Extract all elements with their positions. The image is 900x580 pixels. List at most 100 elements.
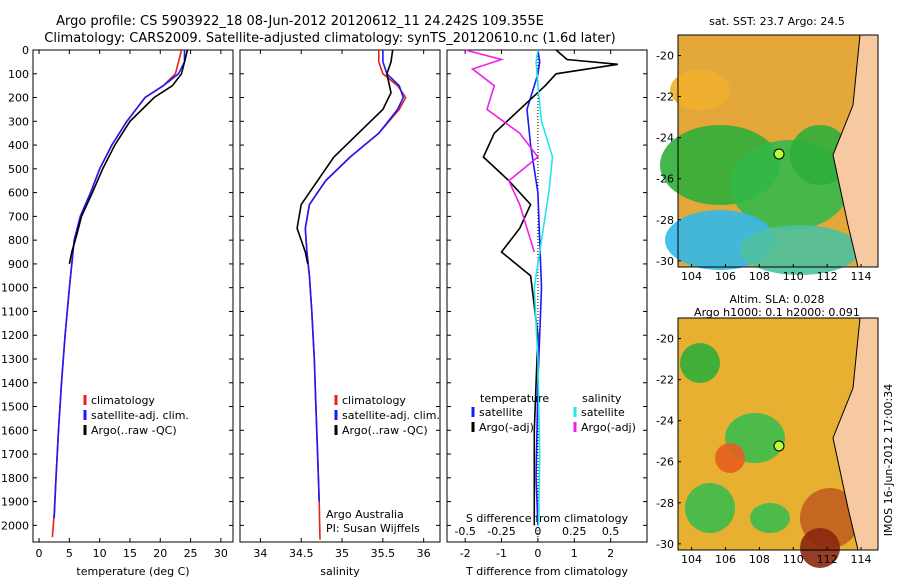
sst-ytick-label: -22 — [656, 91, 674, 104]
sla-map: Altim. SLA: 0.028 Argo h1000: 0.1 h2000:… — [656, 293, 879, 568]
depth-tick-label: 1400 — [1, 377, 29, 390]
sla-ytick-label: -24 — [656, 415, 674, 428]
sla-frame — [677, 317, 879, 551]
sla-xtick-label: 110 — [783, 553, 804, 566]
sst-map-title: sat. SST: 23.7 Argo: 24.5 — [709, 15, 845, 28]
imos-timestamp: IMOS 16-Jun-2012 17:00:34 — [882, 384, 895, 537]
sst-xtick-label: 112 — [817, 270, 838, 283]
depth-tick-label: 900 — [8, 258, 29, 271]
figure-title-line1: Argo profile: CS 5903922_18 08-Jun-2012 … — [56, 14, 544, 29]
sla-field-patch — [750, 503, 790, 533]
sst-field-patch — [670, 70, 730, 110]
sst-ytick-label: -26 — [656, 173, 674, 186]
diff-xtick-label: 1 — [571, 547, 578, 560]
salinity-diff-tick-label: 0 — [534, 525, 541, 538]
depth-tick-label: 1300 — [1, 353, 29, 366]
diff-series-2-line — [533, 49, 554, 526]
diff-legend-label: satellite — [479, 406, 523, 419]
depth-tick-label: 1000 — [1, 282, 29, 295]
diff-series-0-line — [526, 49, 543, 526]
depth-tick-label: 400 — [8, 139, 29, 152]
sal-series-2-line — [296, 49, 394, 265]
depth-tick-label: 200 — [8, 92, 29, 105]
sst-xtick-label: 114 — [851, 270, 872, 283]
depth-tick-label: 1700 — [1, 448, 29, 461]
sst-argo-marker — [773, 148, 785, 160]
sla-map-title: Altim. SLA: 0.028 — [729, 293, 824, 306]
temp-xtick-label: 25 — [184, 547, 198, 560]
sst-frame — [677, 34, 879, 268]
depth-tick-label: 600 — [8, 187, 29, 200]
difference-panel: -2 -1 0 1 2 T difference from climatology -0.5… — [446, 49, 648, 578]
diff-series-3-line — [464, 49, 540, 253]
sla-xtick-label: 114 — [851, 553, 872, 566]
temperature-panel: 0 5 10 15 20 25 30 temperature (deg C) 0 100 200 30… — [1, 44, 234, 578]
temp-xtick-label: 10 — [93, 547, 107, 560]
temp-xtick-label: 30 — [214, 547, 228, 560]
sst-xtick-label: 106 — [715, 270, 736, 283]
sla-argo-marker — [773, 440, 785, 452]
salinity-diff-tick-label: 0.25 — [562, 525, 587, 538]
argo-australia-label: Argo Australia — [326, 508, 404, 521]
temp-legend-label: Argo(..raw -QC) — [91, 424, 177, 437]
salinity-panel: 34 34.5 35 35.5 36 salinity climatology satelli… — [239, 49, 441, 578]
diff-xtick-label: 2 — [607, 547, 614, 560]
sla-xtick-label: 104 — [681, 553, 702, 566]
sal-xtick-label: 34.5 — [289, 547, 314, 560]
diff-legend-label: satellite — [581, 406, 625, 419]
sst-xtick-label: 110 — [783, 270, 804, 283]
sal-xtick-label: 36 — [417, 547, 431, 560]
diff-axes-frame — [446, 49, 648, 543]
salinity-diff-tick-label: -0.25 — [487, 525, 515, 538]
sst-field-patch — [790, 125, 850, 185]
salinity-diff-tick-label: -0.5 — [454, 525, 475, 538]
diff-legend-label: temperature — [480, 392, 549, 405]
pi-label: PI: Susan Wijffels — [326, 522, 420, 535]
sla-field-patch — [685, 483, 735, 533]
sst-ytick-label: -20 — [656, 50, 674, 63]
depth-tick-label: 1600 — [1, 424, 29, 437]
depth-tick-label: 700 — [8, 210, 29, 223]
diff-xlabel: T difference from climatology — [465, 565, 628, 578]
sla-field-patch — [680, 343, 720, 383]
diff-legend-label: salinity — [582, 392, 622, 405]
temp-xtick-label: 0 — [36, 547, 43, 560]
depth-tick-label: 1800 — [1, 472, 29, 485]
sla-ytick-label: -26 — [656, 456, 674, 469]
diff-legend-label: Argo(-adj) — [479, 421, 534, 434]
sla-xtick-label: 108 — [749, 553, 770, 566]
sst-field-patch — [740, 225, 860, 275]
sla-xtick-label: 106 — [715, 553, 736, 566]
temp-axes-frame — [32, 49, 234, 543]
depth-tick-label: 1200 — [1, 329, 29, 342]
sst-ytick-label: -28 — [656, 214, 674, 227]
temp-xtick-label: 20 — [153, 547, 167, 560]
depth-tick-label: 1500 — [1, 401, 29, 414]
sla-ytick-label: -28 — [656, 497, 674, 510]
sla-xtick-label: 112 — [817, 553, 838, 566]
sal-series-1-line — [304, 50, 405, 502]
sal-axes-frame — [239, 49, 441, 543]
sla-field-patch — [800, 528, 840, 568]
temp-series-1-line — [53, 50, 186, 519]
depth-tick-label: 100 — [8, 68, 29, 81]
diff-legend-label: Argo(-adj) — [581, 421, 636, 434]
depth-tick-label: 1100 — [1, 305, 29, 318]
figure-title-line2: Climatology: CARS2009. Satellite-adjuste… — [44, 31, 616, 46]
sst-map: sat. SST: 23.7 Argo: 24.5 104 106 108 110 11… — [656, 15, 879, 283]
temp-xtick-label: 5 — [66, 547, 73, 560]
sst-ytick-label: -30 — [656, 255, 674, 268]
sst-xtick-label: 104 — [681, 270, 702, 283]
sla-map-subtitle: Argo h1000: 0.1 h2000: 0.091 — [694, 306, 860, 319]
temp-series-2-line — [68, 49, 189, 265]
depth-tick-label: 300 — [8, 115, 29, 128]
sal-xtick-label: 34 — [253, 547, 267, 560]
sla-ytick-label: -30 — [656, 538, 674, 551]
sla-field-patch — [715, 443, 745, 473]
sal-xtick-label: 35 — [335, 547, 349, 560]
sal-xtick-label: 35.5 — [371, 547, 396, 560]
diff-xtick-label: -1 — [496, 547, 507, 560]
sla-ytick-label: -20 — [656, 333, 674, 346]
temp-xtick-label: 15 — [123, 547, 137, 560]
